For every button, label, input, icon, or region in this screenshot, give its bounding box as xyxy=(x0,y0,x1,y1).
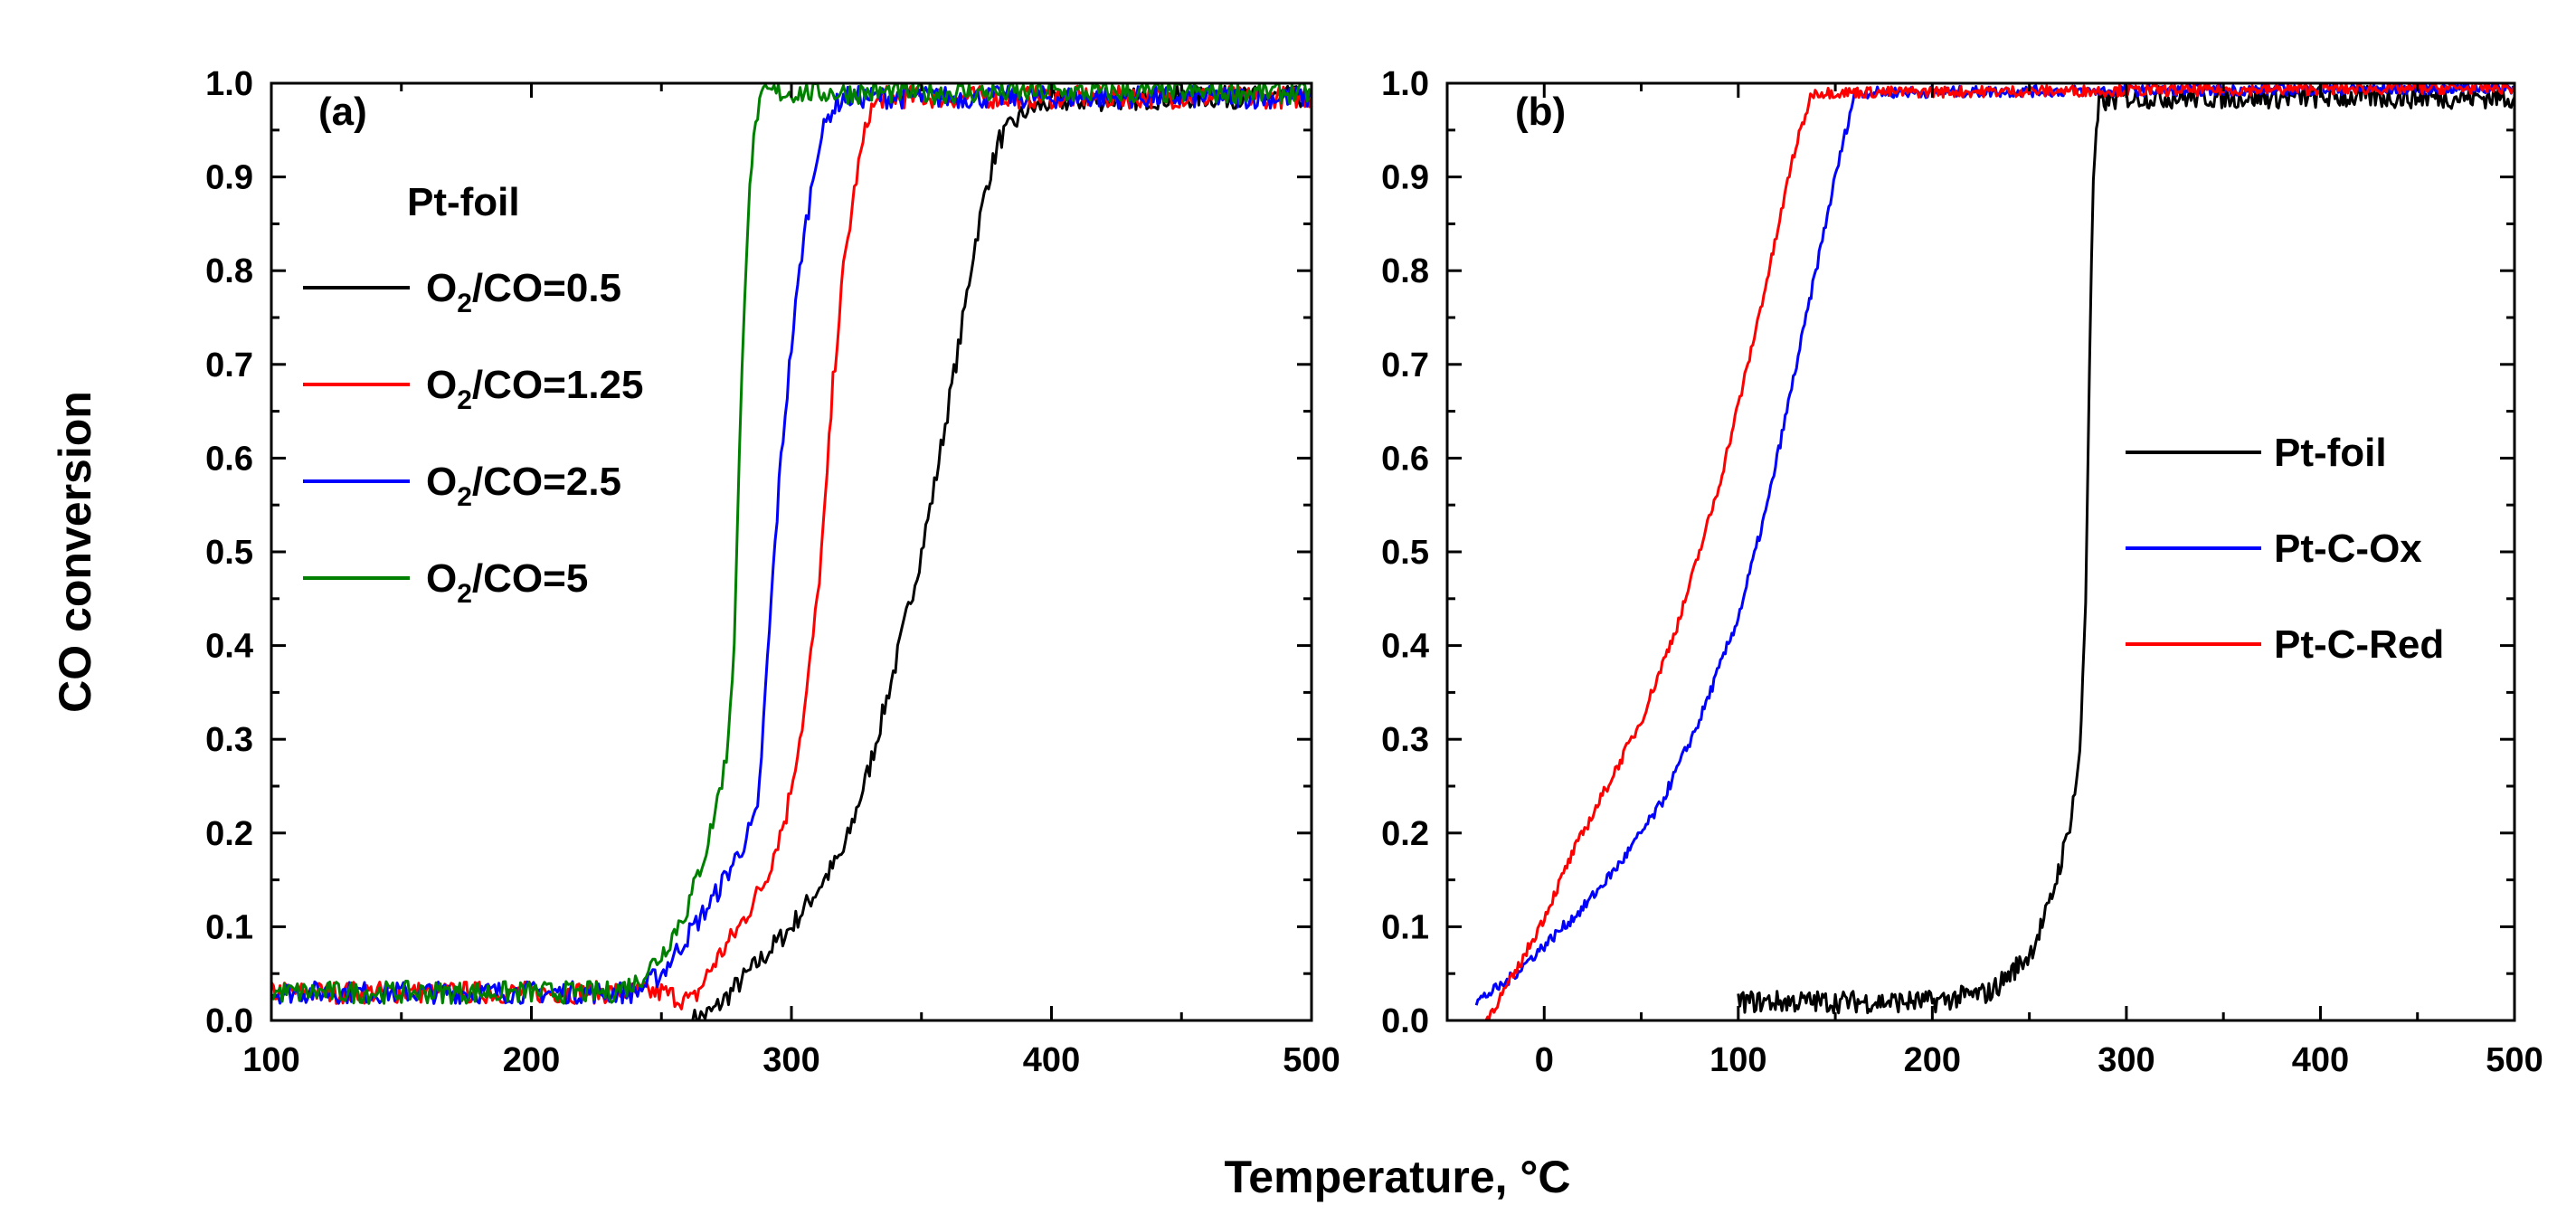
y-axis-title: CO conversion xyxy=(50,391,100,713)
panel-a-y-tick-label: 0.8 xyxy=(205,252,253,290)
panel-b-y-tick-label: 0.2 xyxy=(1381,815,1429,853)
panel-a-x-tick-label: 500 xyxy=(1283,1041,1340,1079)
panel-b-x-tick-label: 0 xyxy=(1535,1041,1554,1079)
panel-b-y-tick-label: 0.6 xyxy=(1381,440,1429,478)
panel-b-y-tick-label: 0.1 xyxy=(1381,908,1429,946)
panel-a-legend-label-1: O2/CO=0.5 xyxy=(426,266,621,318)
panel-b-y-tick-label: 0.7 xyxy=(1381,346,1429,384)
panel-a-legend-label-4: O2/CO=5 xyxy=(426,556,588,609)
panel-b-series-3-line xyxy=(1484,81,2515,1021)
panel-a-legend-label-3: O2/CO=2.5 xyxy=(426,460,621,512)
panel-b-x-tick-label: 300 xyxy=(2098,1041,2155,1079)
panel-b-y-tick-label: 0.0 xyxy=(1381,1002,1429,1040)
panel-b-y-tick-label: 0.3 xyxy=(1381,721,1429,759)
panel-b-x-tick-label: 500 xyxy=(2486,1041,2543,1079)
panel-a-legend-title: Pt-foil xyxy=(407,180,520,224)
panel-b-y-tick-label: 0.5 xyxy=(1381,534,1429,572)
panel-b-x-tick-label: 200 xyxy=(1904,1041,1961,1079)
panel-b-x-tick-label: 100 xyxy=(1709,1041,1766,1079)
panel-a-y-tick-label: 0.5 xyxy=(205,534,253,572)
panel-a-y-tick-label: 0.9 xyxy=(205,159,253,197)
panel-a-legend: O2/CO=0.5 O2/CO=1.25 O2/CO=2.5 O2/CO=5 xyxy=(303,266,643,609)
panel-a-y-tick-label: 0.1 xyxy=(205,908,253,946)
panel-a-x-tick-label: 400 xyxy=(1023,1041,1080,1079)
panel-b-y-tick-label: 0.4 xyxy=(1381,628,1429,666)
panel-a-y-tick-label: 0.0 xyxy=(205,1002,253,1040)
panel-b-y-tick-label: 0.9 xyxy=(1381,159,1429,197)
panel-a-legend-label-2: O2/CO=1.25 xyxy=(426,363,643,415)
panel-b-series-2-line xyxy=(1474,81,2515,1006)
panel-a-y-tick-label: 0.3 xyxy=(205,721,253,759)
x-axis-title: Temperature, °C xyxy=(1224,1152,1570,1202)
panel-a-x-tick-label: 200 xyxy=(503,1041,560,1079)
panel-b-label: (b) xyxy=(1515,90,1566,134)
panel-b-legend-label-2: Pt-C-Ox xyxy=(2274,527,2422,571)
panel-b-x-tick-label: 400 xyxy=(2292,1041,2349,1079)
panel-a-x-tick-label: 100 xyxy=(242,1041,299,1079)
panel-a-y-tick-label: 0.6 xyxy=(205,440,253,478)
panel-b-y-tick-label: 0.8 xyxy=(1381,252,1429,290)
panel-b-ticks-layer: 0.0 0.1 0.2 0.3 0.4 0.5 0.6 0.7 0.8 0.9 1.0 0 100 200… xyxy=(1381,65,2543,1079)
panel-a-y-tick-label: 0.4 xyxy=(205,628,253,666)
panel-a-y-tick-label: 0.2 xyxy=(205,815,253,853)
panel-a: 0.0 0.1 0.2 0.3 0.4 0.5 0.6 0.7 0.8 0.9 1.0 100 200 3… xyxy=(205,65,1340,1079)
panel-a-y-tick-label: 0.7 xyxy=(205,346,253,384)
panel-b-legend-label-3: Pt-C-Red xyxy=(2274,622,2444,667)
panel-a-ticks-layer: 0.0 0.1 0.2 0.3 0.4 0.5 0.6 0.7 0.8 0.9 1.0 100 200 3… xyxy=(205,65,1340,1079)
panel-a-label: (a) xyxy=(318,90,367,134)
panel-b-y-tick-label: 1.0 xyxy=(1381,65,1429,103)
panel-b-legend-label-1: Pt-foil xyxy=(2274,431,2387,475)
panel-a-y-tick-label: 1.0 xyxy=(205,65,253,103)
panel-a-x-tick-label: 300 xyxy=(762,1041,819,1079)
panel-b: 0.0 0.1 0.2 0.3 0.4 0.5 0.6 0.7 0.8 0.9 1.0 0 100 200… xyxy=(1381,65,2543,1079)
panel-b-legend: Pt-foil Pt-C-Ox Pt-C-Red xyxy=(2126,431,2444,667)
